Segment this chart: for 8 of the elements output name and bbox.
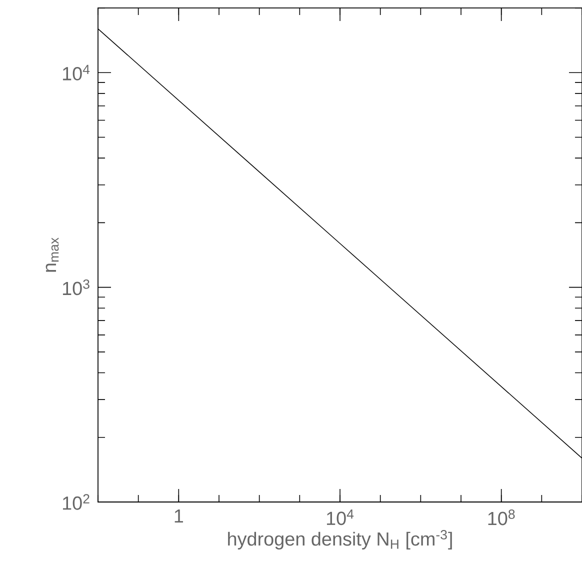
y-axis-title: n$_{max}$: [46, 238, 59, 272]
x-tick-label: 10$^{8}$: [488, 510, 515, 526]
y-tick-label: 10$^{4}$: [62, 64, 90, 80]
y-tick-label: 10$^{2}$: [62, 494, 90, 510]
x-tick-label: 1: [174, 510, 183, 523]
y-tick-label: 10$^{3}$: [62, 279, 90, 296]
x-axis-title: hydrogen density N$_{H}$ [cm$^{-3}$]: [228, 530, 452, 550]
x-tick-label: 10$^{4}$: [326, 510, 354, 526]
